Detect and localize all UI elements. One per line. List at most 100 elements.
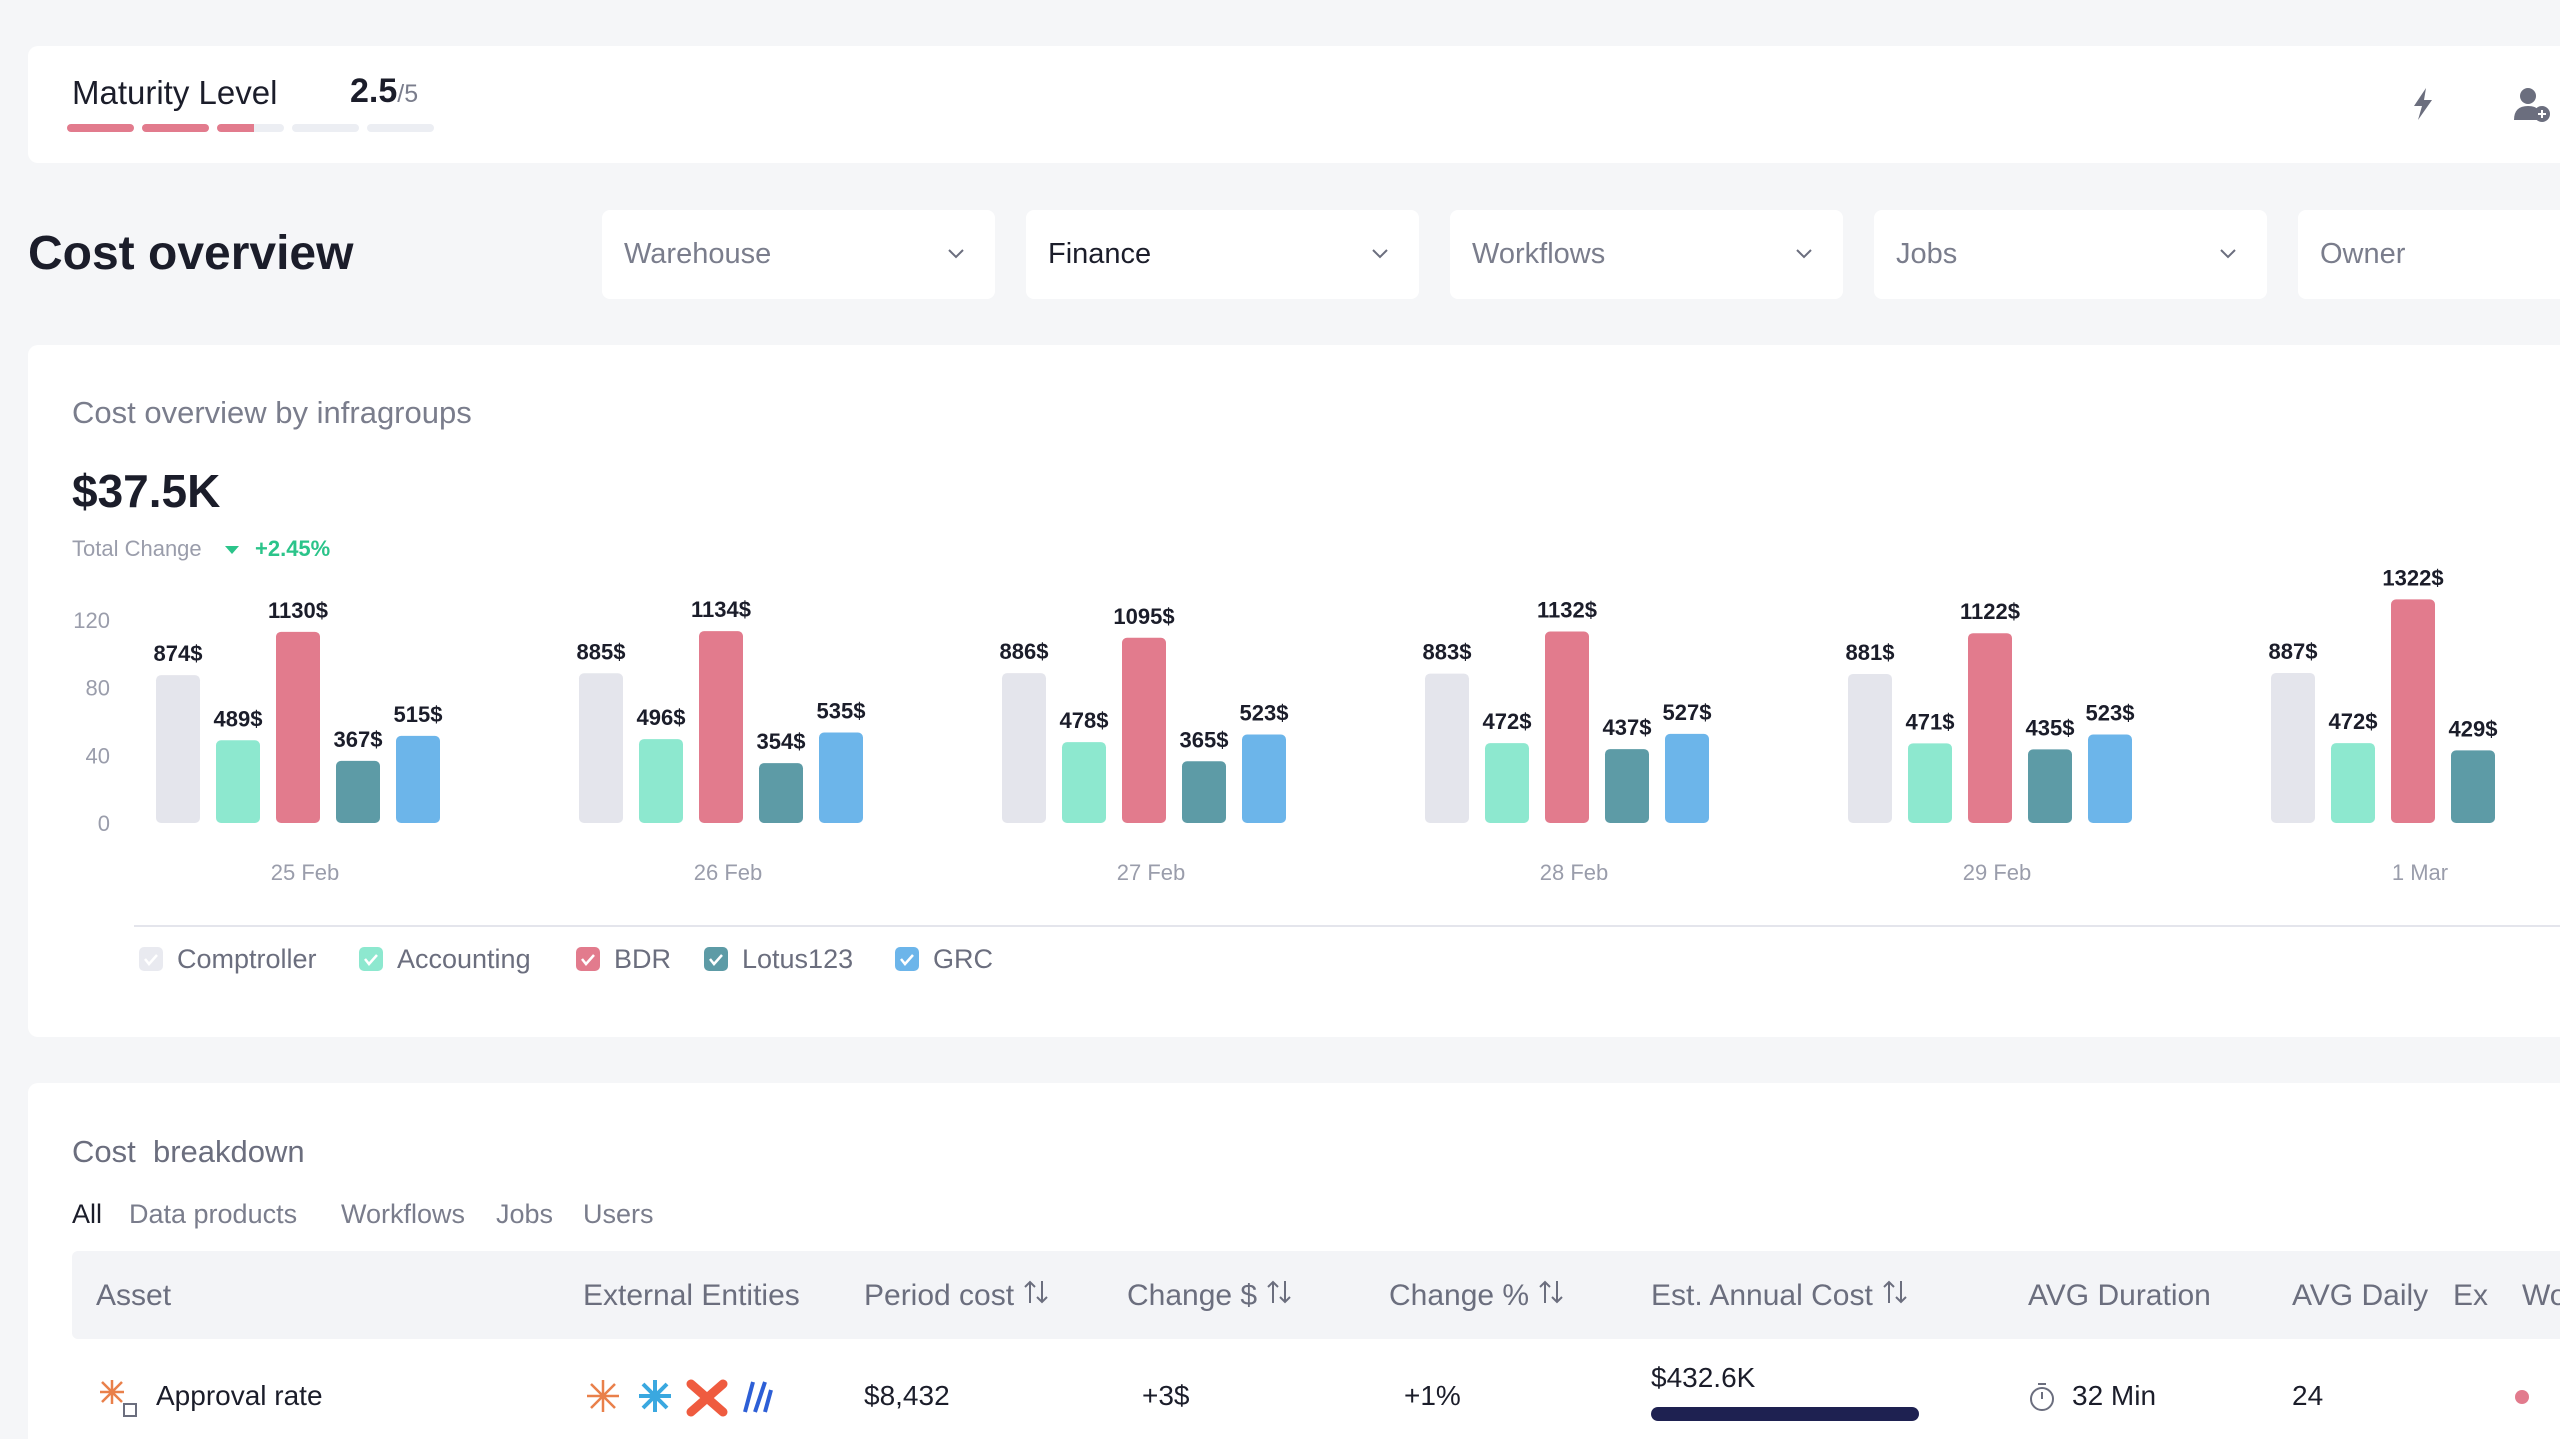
chevron	[1372, 249, 1388, 259]
timer-icon	[2030, 1383, 2054, 1411]
legend-checkbox	[895, 947, 919, 971]
chart-card	[28, 345, 2560, 1037]
bar	[1002, 673, 1046, 823]
top-bar	[28, 46, 2560, 163]
bar	[2271, 672, 2315, 823]
x-tick-label: 25 Feb	[271, 860, 340, 885]
maturity-title: Maturity Level	[72, 74, 278, 111]
x-tick-label: 26 Feb	[694, 860, 763, 885]
bar	[1665, 733, 1709, 823]
table-header	[72, 1251, 2560, 1339]
data-label: 471$	[1906, 709, 1955, 734]
tab[interactable]: Users	[583, 1199, 654, 1229]
data-label: 874$	[154, 641, 203, 666]
bar	[2451, 750, 2495, 823]
total: $37.5K	[72, 465, 221, 517]
legend-label: BDR	[614, 944, 671, 974]
chevron	[1796, 249, 1812, 259]
bar	[1242, 734, 1286, 823]
y-tick-label: 80	[86, 676, 110, 701]
level-segment	[142, 124, 209, 132]
sort-icon[interactable]	[1022, 1279, 1052, 1305]
data-label: 535$	[817, 698, 866, 723]
data-label: 435$	[2026, 715, 2075, 740]
bar	[2028, 749, 2072, 823]
legend-label: Comptroller	[177, 944, 317, 974]
legend-checkbox	[359, 947, 383, 971]
column-header: Wo	[2522, 1279, 2560, 1312]
legend-check	[144, 954, 158, 966]
maturity-score: 2.5/5	[350, 72, 418, 111]
column-header[interactable]: Est. Annual Cost	[1651, 1279, 1911, 1313]
cell: $432.6K	[1651, 1362, 1756, 1393]
y-tick-label: 0	[98, 811, 110, 836]
cell: 24	[2292, 1380, 2324, 1411]
chevron	[948, 249, 964, 259]
bar	[1485, 743, 1529, 823]
legend-check	[364, 954, 378, 966]
legend-checkbox	[139, 947, 163, 971]
bar	[759, 763, 803, 823]
data-label: 1134$	[691, 597, 751, 622]
level-segment	[292, 124, 359, 132]
filter-dropdown[interactable]: Workflows	[1450, 210, 1843, 299]
filter-dropdown[interactable]: Owner	[2298, 210, 2560, 299]
chevron	[2220, 249, 2236, 259]
column-header[interactable]: Period cost	[864, 1279, 1052, 1313]
data-label: 1130$	[268, 598, 328, 623]
data-label: 1095$	[1113, 604, 1174, 629]
change-label: Total Change	[72, 536, 202, 561]
add-user-icon[interactable]	[2512, 84, 2552, 124]
filter-dropdown[interactable]: Jobs	[1874, 210, 2267, 299]
asset-icon	[100, 1380, 137, 1417]
bar	[1425, 673, 1469, 823]
bar	[639, 739, 683, 823]
sort-icon[interactable]	[1881, 1279, 1911, 1305]
data-label: 478$	[1060, 708, 1109, 733]
bar	[276, 631, 320, 823]
x-tick-label: 27 Feb	[1117, 860, 1186, 885]
data-label: 365$	[1180, 727, 1229, 752]
tab[interactable]: Jobs	[496, 1199, 554, 1229]
entity-icons	[587, 1379, 773, 1417]
legend-check	[709, 954, 723, 966]
filter-dropdown[interactable]: Finance	[1026, 210, 1419, 299]
breakdown-title: Cost breakdown	[72, 1134, 305, 1169]
legend-checkbox	[704, 947, 728, 971]
tab[interactable]: Data products	[129, 1199, 298, 1229]
cell: $8,432	[864, 1380, 950, 1411]
level-segment	[367, 124, 434, 132]
sort-icon[interactable]	[1265, 1279, 1295, 1305]
x-tick-label: 28 Feb	[1540, 860, 1609, 885]
data-label: 881$	[1846, 640, 1895, 665]
legend-label: GRC	[933, 944, 993, 974]
filter-label: Warehouse	[624, 238, 772, 270]
tab[interactable]: All	[72, 1199, 103, 1229]
y-tick-label: 40	[86, 743, 110, 768]
bolt-icon[interactable]	[2408, 86, 2438, 122]
bar	[1182, 761, 1226, 823]
column-header[interactable]: Change $	[1127, 1279, 1295, 1313]
bar	[699, 631, 743, 823]
cell: 32 Min	[2072, 1380, 2157, 1411]
sort-icon[interactable]	[1537, 1279, 1567, 1305]
filter-dropdown[interactable]: Warehouse	[602, 210, 995, 299]
x-tick-label: 1 Mar	[2392, 860, 2448, 885]
legend-checkbox	[576, 947, 600, 971]
bar	[336, 760, 380, 823]
data-label: 885$	[577, 639, 626, 664]
bar	[579, 673, 623, 823]
data-label: 1322$	[2382, 565, 2443, 590]
bar	[819, 732, 863, 823]
score-scale: /5	[397, 80, 419, 108]
legend-check	[581, 954, 595, 966]
data-label: 883$	[1423, 640, 1472, 665]
bar	[1908, 743, 1952, 823]
data-label: 354$	[757, 729, 806, 754]
column-header[interactable]: Change %	[1389, 1279, 1567, 1313]
data-label: 1122$	[1960, 599, 2020, 624]
tab[interactable]: Workflows	[341, 1199, 466, 1229]
data-label: 429$	[2449, 716, 2498, 741]
